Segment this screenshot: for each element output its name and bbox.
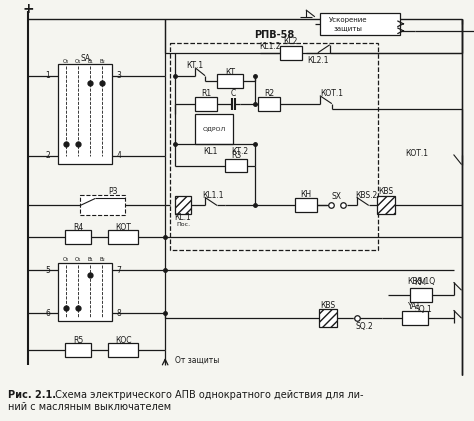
Text: КL1.1: КL1.1	[202, 191, 224, 200]
Text: РПВ-58: РПВ-58	[254, 30, 294, 40]
Text: R2: R2	[264, 89, 274, 98]
Text: КL.1: КL.1	[175, 213, 191, 222]
Text: КТ.2: КТ.2	[231, 147, 248, 156]
Text: SQ.2: SQ.2	[356, 322, 374, 330]
Text: 8: 8	[116, 309, 121, 318]
Text: КОТ.1: КОТ.1	[405, 149, 428, 158]
Text: R1: R1	[201, 89, 211, 98]
Text: КL1: КL1	[203, 147, 217, 156]
Text: КL2.1: КL2.1	[307, 56, 328, 65]
Text: КМ: КМ	[415, 278, 427, 287]
Text: КН: КН	[301, 190, 311, 199]
Text: Рис. 2.1.: Рис. 2.1.	[9, 390, 56, 400]
Text: 1: 1	[46, 71, 50, 80]
Text: 5: 5	[46, 266, 50, 275]
Text: O₂: O₂	[63, 257, 70, 262]
Text: КОТ.1: КОТ.1	[320, 89, 343, 98]
Bar	[65, 343, 91, 357]
Text: КBS: КBS	[378, 187, 393, 196]
Text: B₂: B₂	[100, 59, 105, 64]
Text: C: C	[230, 89, 236, 98]
Text: защиты: защиты	[333, 25, 362, 31]
Bar	[258, 97, 280, 111]
Text: КОТ: КОТ	[115, 223, 131, 232]
Text: КBS.1Q: КBS.1Q	[408, 277, 436, 286]
Text: 2: 2	[46, 151, 50, 160]
Text: R5: R5	[73, 336, 83, 345]
Text: B₁: B₁	[87, 257, 93, 262]
Text: Р3: Р3	[109, 187, 118, 196]
Text: КBS.2: КBS.2	[356, 191, 378, 200]
Bar	[65, 230, 91, 244]
Bar	[58, 263, 112, 321]
Bar	[108, 343, 138, 357]
Text: ОДРОЛ: ОДРОЛ	[202, 126, 226, 131]
Text: КОС: КОС	[115, 336, 131, 345]
Text: 3: 3	[116, 71, 121, 80]
Bar	[58, 64, 112, 163]
Bar	[320, 13, 400, 35]
Bar	[225, 159, 247, 173]
Text: 7: 7	[116, 266, 121, 275]
Text: КBS: КBS	[320, 301, 336, 310]
Bar	[295, 198, 317, 213]
Text: B₂: B₂	[100, 257, 105, 262]
Text: КТ: КТ	[225, 68, 235, 77]
Text: YAT: YAT	[408, 302, 421, 311]
Text: SQ.1: SQ.1	[415, 305, 432, 314]
Text: КL1.2: КL1.2	[259, 42, 281, 51]
Text: R3: R3	[231, 151, 241, 160]
Text: ний с масляным выключателем: ний с масляным выключателем	[9, 402, 172, 412]
Text: O₂: O₂	[63, 59, 70, 64]
Bar	[80, 195, 125, 216]
Bar	[170, 43, 378, 250]
Bar	[280, 46, 302, 60]
Bar	[410, 288, 432, 302]
Bar	[217, 74, 243, 88]
Text: O₁: O₁	[75, 257, 82, 262]
Bar	[377, 197, 395, 214]
Text: От защиты: От защиты	[175, 356, 219, 365]
Text: +: +	[23, 2, 34, 16]
Bar	[108, 230, 138, 244]
Bar	[195, 97, 217, 111]
Text: R4: R4	[73, 223, 83, 232]
Text: B₁: B₁	[87, 59, 93, 64]
Text: Ускорение: Ускорение	[328, 17, 367, 23]
Bar	[401, 311, 428, 325]
Bar	[195, 114, 233, 144]
Text: SA: SA	[80, 54, 91, 63]
Text: КТ.1: КТ.1	[187, 61, 204, 70]
Text: КL2: КL2	[284, 37, 298, 46]
Bar	[319, 309, 337, 327]
Text: Схема электрического АПВ однократного действия для ли-: Схема электрического АПВ однократного де…	[52, 390, 364, 400]
Bar	[175, 197, 191, 214]
Text: 6: 6	[46, 309, 50, 318]
Text: O₁: O₁	[75, 59, 82, 64]
Text: Пос.: Пос.	[176, 222, 190, 227]
Text: 4: 4	[116, 151, 121, 160]
Text: SX: SX	[332, 192, 342, 201]
